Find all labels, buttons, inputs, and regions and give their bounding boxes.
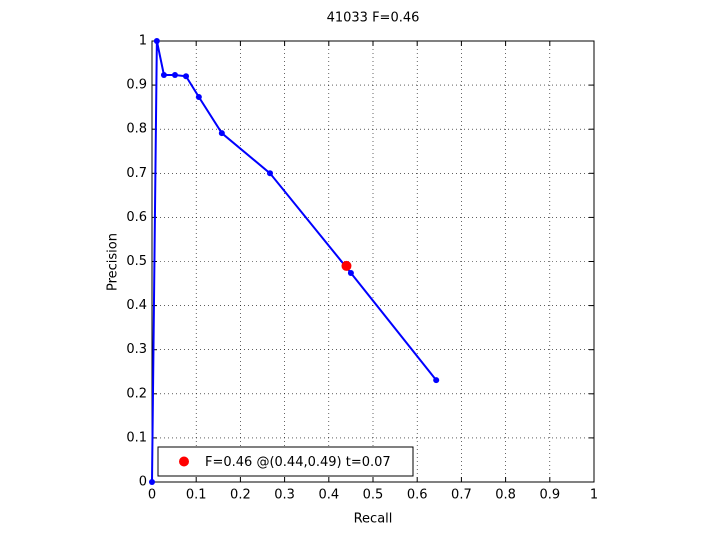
legend-box <box>157 446 414 477</box>
legend-marker <box>179 456 189 467</box>
x-tick-label: 0.4 <box>318 488 339 503</box>
y-tick-label: 0.2 <box>126 386 147 401</box>
marker <box>347 269 354 276</box>
x-axis-label: Recall <box>354 512 393 527</box>
y-tick-label: 0.6 <box>126 210 147 225</box>
x-tick-label: 0.6 <box>407 488 428 503</box>
y-tick-label: 0.1 <box>126 430 147 445</box>
x-tick-label: 0.7 <box>451 488 472 503</box>
marker <box>153 38 160 44</box>
plot-frame <box>151 40 595 483</box>
marker <box>149 479 155 485</box>
x-tick-label: 1 <box>590 488 598 503</box>
x-tick-label: 0.1 <box>186 488 207 503</box>
chart-title: 41033 F=0.46 <box>327 11 420 26</box>
marker <box>183 73 190 80</box>
x-tick-label: 0.9 <box>539 488 560 503</box>
x-tick-label: 0 <box>148 488 156 503</box>
y-tick-label: 0.9 <box>126 78 147 93</box>
legend-label: F=0.46 @(0.44,0.49) t=0.07 <box>205 455 391 470</box>
marker <box>195 94 202 101</box>
x-tick-label: 0.3 <box>274 488 295 503</box>
point <box>341 260 352 271</box>
marker <box>267 170 274 177</box>
y-tick-label: 0.3 <box>126 342 147 357</box>
y-tick-label: 0.8 <box>126 122 147 137</box>
y-tick-label: 1 <box>139 34 147 49</box>
y-tick-label: 0.5 <box>126 254 147 269</box>
marker <box>160 71 167 78</box>
x-tick-label: 0.2 <box>230 488 251 503</box>
line <box>151 40 437 483</box>
x-tick-label: 0.8 <box>495 488 516 503</box>
x-tick-label: 0.5 <box>363 488 384 503</box>
marker <box>171 71 178 78</box>
y-tick-label: 0 <box>139 475 147 490</box>
y-tick-label: 0.7 <box>126 166 147 181</box>
y-axis-label: Precision <box>106 233 121 291</box>
marker <box>433 377 440 384</box>
y-tick-label: 0.4 <box>126 298 147 313</box>
marker <box>218 130 225 137</box>
